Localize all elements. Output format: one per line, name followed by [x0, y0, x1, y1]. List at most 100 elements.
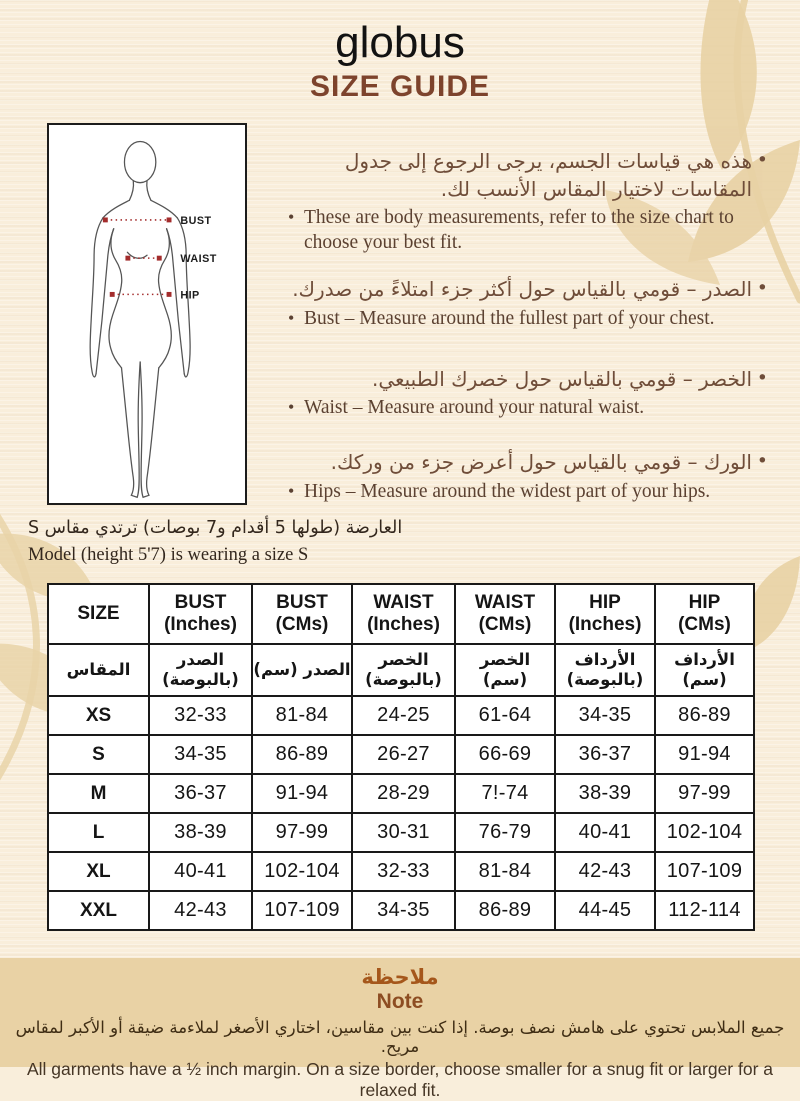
size-cell: S [47, 734, 150, 775]
value-cell: 81-84 [454, 851, 556, 892]
value-cell: 36-37 [554, 734, 656, 775]
value-cell: 34-35 [554, 695, 656, 736]
bullet-icon: • [288, 480, 295, 501]
waist-line-end-marker [125, 255, 131, 261]
value-cell: 28-29 [351, 773, 456, 814]
intro-text-arabic: هذه هي قياسات الجسم، يرجى الرجوع إلى جدو… [344, 149, 752, 201]
bust-text-english: Bust – Measure around the fullest part o… [304, 307, 715, 329]
bullet-icon: • [756, 277, 768, 300]
note-body-arabic: جميع الملابس تحتوي على هامش نصف بوصة. إذ… [15, 1018, 785, 1056]
value-cell: 107-109 [654, 851, 755, 892]
value-cell: 97-99 [251, 812, 353, 853]
waist-label: WAIST [180, 253, 217, 265]
table-header-row-english: SIZE BUST (Inches) BUST (CMs) WAIST (Inches… [47, 583, 755, 645]
table-header-row-arabic: المقاس الصدر (بالبوصة) الصدر (سم) الخصر (ب… [47, 643, 755, 697]
header-bust-cms: BUST (CMs) [251, 583, 353, 645]
instruction-waist: • الخصر – قومي بالقياس حول خصرك الطبيعي. … [288, 366, 768, 422]
header-hip-cms: HIP (CMs) [654, 583, 755, 645]
value-cell: 42-43 [554, 851, 656, 892]
size-cell: XXL [47, 890, 150, 931]
table-row-xxl: XXL 42-43 107-109 34-35 86-89 44-45 112-… [47, 890, 755, 931]
value-cell: 32-33 [351, 851, 456, 892]
size-cell: XL [47, 851, 150, 892]
waist-text-english: Waist – Measure around your natural wais… [304, 397, 645, 419]
value-cell: 86-89 [454, 890, 556, 931]
intro-text-english: These are body measurements, refer to th… [304, 207, 734, 254]
value-cell: 38-39 [554, 773, 656, 814]
hip-line-end-marker [109, 291, 115, 297]
header-waist-inches-ar: الخصر (بالبوصة) [351, 643, 456, 697]
bullet-icon: • [756, 149, 768, 171]
value-cell: 42-43 [148, 890, 253, 931]
hip-label: HIP [180, 289, 199, 301]
table-row-xl: XL 40-41 102-104 32-33 81-84 42-43 107-1… [47, 851, 755, 892]
instruction-intro: • هذه هي قياسات الجسم، يرجى الرجوع إلى جد… [288, 148, 768, 256]
value-cell: 40-41 [554, 812, 656, 853]
bullet-icon: • [756, 366, 768, 389]
body-measurement-diagram: BUST WAIST HIP [47, 123, 247, 505]
page-title: SIZE GUIDE [309, 70, 491, 103]
size-cell: L [47, 812, 150, 853]
instruction-bust: • الصدر – قومي بالقياس حول أكثر جزء امتلا… [288, 276, 768, 332]
value-cell: 40-41 [148, 851, 253, 892]
size-cell: XS [47, 695, 150, 736]
hip-text-english: Hips – Measure around the widest part of… [304, 480, 711, 502]
bullet-icon: • [756, 450, 768, 473]
value-cell: 97-99 [654, 773, 755, 814]
value-cell: 107-109 [251, 890, 353, 931]
table-row-s: S 34-35 86-89 26-27 66-69 36-37 91-94 [47, 734, 755, 775]
header-hip-cms-ar: الأرداف (سم) [654, 643, 755, 697]
table-row-l: L 38-39 97-99 30-31 76-79 40-41 102-104 [47, 812, 755, 853]
header-hip-inches: HIP (Inches) [554, 583, 656, 645]
table-row-xs: XS 32-33 81-84 24-25 61-64 34-35 86-89 [47, 695, 755, 736]
value-cell: 76-79 [454, 812, 556, 853]
note-section: ملاحظة Note جميع الملابس تحتوي على هامش … [0, 958, 800, 1100]
model-note-arabic: العارضة (طولها 5 أقدام و7 بوصات) ترتدي م… [28, 518, 403, 538]
body-figure-illustration: BUST WAIST HIP [89, 140, 217, 499]
hip-text-arabic: الورك – قومي بالقياس حول أعرض جزء من ورك… [330, 450, 752, 475]
header-bust-inches: BUST (Inches) [148, 583, 253, 645]
table-row-m: M 36-37 91-94 28-29 7!-74 38-39 97-99 [47, 773, 755, 814]
header-size: SIZE [47, 583, 150, 645]
value-cell: 102-104 [251, 851, 353, 892]
value-cell: 34-35 [148, 734, 253, 775]
value-cell: 7!-74 [454, 773, 556, 814]
note-title-english: Note [376, 990, 424, 1013]
bullet-icon: • [288, 307, 295, 328]
value-cell: 91-94 [251, 773, 353, 814]
bullet-icon: • [288, 207, 295, 228]
header-waist-inches: WAIST (Inches) [351, 583, 456, 645]
value-cell: 36-37 [148, 773, 253, 814]
note-title-arabic: ملاحظة [361, 965, 439, 989]
header-bust-inches-ar: الصدر (بالبوصة) [148, 643, 253, 697]
value-cell: 44-45 [554, 890, 656, 931]
value-cell: 34-35 [351, 890, 456, 931]
value-cell: 30-31 [351, 812, 456, 853]
value-cell: 86-89 [654, 695, 755, 736]
value-cell: 24-25 [351, 695, 456, 736]
header-bust-cms-ar: الصدر (سم) [251, 643, 353, 697]
value-cell: 112-114 [654, 890, 755, 931]
model-size-note: العارضة (طولها 5 أقدام و7 بوصات) ترتدي م… [28, 517, 498, 567]
note-body-english: All garments have a ½ inch margin. On a … [26, 1059, 774, 1100]
brand-logo: globus [335, 18, 465, 67]
value-cell: 102-104 [654, 812, 755, 853]
value-cell: 91-94 [654, 734, 755, 775]
header-size-ar: المقاس [47, 643, 150, 697]
value-cell: 81-84 [251, 695, 353, 736]
size-chart-table: SIZE BUST (Inches) BUST (CMs) WAIST (Inches… [47, 583, 755, 931]
model-note-english: Model (height 5'7) is wearing a size S [28, 544, 309, 565]
header-waist-cms-ar: الخصر (سم) [454, 643, 556, 697]
bust-text-arabic: الصدر – قومي بالقياس حول أكثر جزء امتلاء… [292, 277, 752, 302]
header-hip-inches-ar: الأرداف (بالبوصة) [554, 643, 656, 697]
bust-label: BUST [180, 215, 211, 227]
value-cell: 26-27 [351, 734, 456, 775]
measurement-instructions: • هذه هي قياسات الجسم، يرجى الرجوع إلى جد… [288, 148, 768, 525]
value-cell: 38-39 [148, 812, 253, 853]
bust-line-end-marker [102, 217, 108, 223]
bullet-icon: • [288, 397, 295, 418]
waist-text-arabic: الخصر – قومي بالقياس حول خصرك الطبيعي. [371, 366, 752, 391]
instruction-hip: • الورك – قومي بالقياس حول أعرض جزء من ور… [288, 449, 768, 505]
value-cell: 86-89 [251, 734, 353, 775]
